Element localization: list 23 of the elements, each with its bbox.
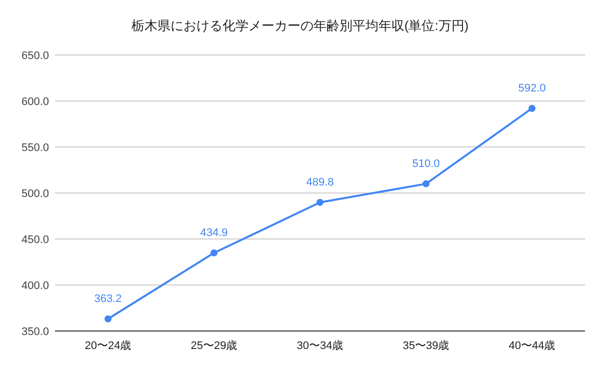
x-tick-label: 30〜34歳 — [296, 339, 344, 352]
point — [104, 315, 112, 322]
data-label: 434.9 — [200, 226, 228, 239]
x-tick-label: 25〜29歳 — [190, 339, 238, 352]
data-label: 592.0 — [518, 82, 546, 94]
x-tick-label: 40〜44歳 — [508, 339, 556, 352]
data-label: 363.2 — [94, 292, 122, 305]
x-tick-label: 20〜24歳 — [84, 339, 132, 352]
point — [528, 104, 536, 112]
y-tick-label: 600.0 — [21, 96, 49, 108]
point — [210, 249, 218, 256]
y-tick-label: 400.0 — [21, 280, 49, 292]
point — [422, 180, 430, 188]
y-tick-label: 500.0 — [21, 188, 49, 200]
x-tick-label: 35〜39歳 — [402, 339, 450, 352]
data-label: 510.0 — [412, 158, 440, 170]
y-tick-label: 450.0 — [21, 234, 49, 246]
chart-title: 栃木県における化学メーカーの年齢別平均年収(単位:万円) — [131, 18, 469, 33]
y-tick-label: 350.0 — [21, 326, 49, 338]
y-tick-label: 550.0 — [21, 142, 49, 154]
y-tick-label: 650.0 — [21, 50, 49, 62]
point — [316, 198, 324, 206]
data-label: 489.8 — [306, 176, 334, 188]
